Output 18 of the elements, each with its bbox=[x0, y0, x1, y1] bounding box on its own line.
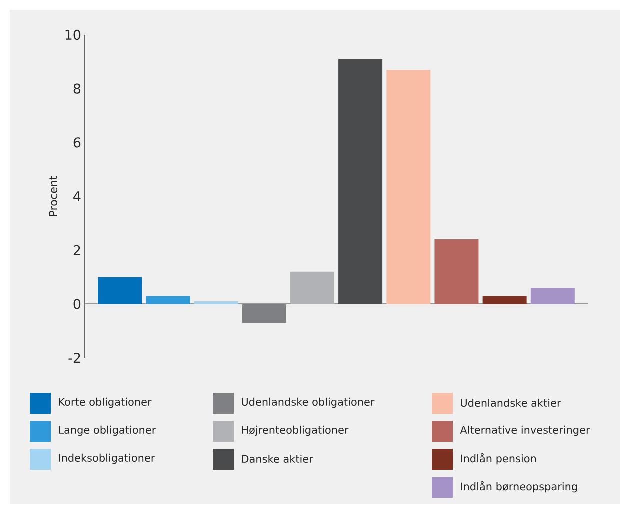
y-tick-label: 10 bbox=[66, 30, 81, 40]
legend-label: Alternative investeringer bbox=[460, 426, 590, 436]
legend-label: Udenlandske obligationer bbox=[242, 398, 375, 408]
y-tick-label: 0 bbox=[74, 299, 81, 310]
y-tick-label: 2 bbox=[74, 245, 80, 256]
legend-label: Højrenteobligationer bbox=[242, 426, 349, 436]
legend-label: Indlån pension bbox=[461, 453, 536, 465]
y-tick-label: -2 bbox=[68, 352, 80, 363]
legend-label: Indlån børneopsparing bbox=[461, 481, 578, 493]
y-tick-label: 8 bbox=[74, 84, 81, 94]
legend-label: Udenlandske aktier bbox=[461, 398, 562, 408]
y-tick-label: 4 bbox=[74, 192, 81, 202]
legend-label: Lange obligationer bbox=[59, 426, 156, 436]
y-axis-title: Procent bbox=[49, 176, 58, 216]
legend-label: Indeksobligationer bbox=[59, 454, 156, 464]
legend-label: Korte obligationer bbox=[59, 398, 152, 408]
y-tick-label: 6 bbox=[74, 138, 81, 148]
legend-label: Danske aktier bbox=[242, 454, 314, 464]
